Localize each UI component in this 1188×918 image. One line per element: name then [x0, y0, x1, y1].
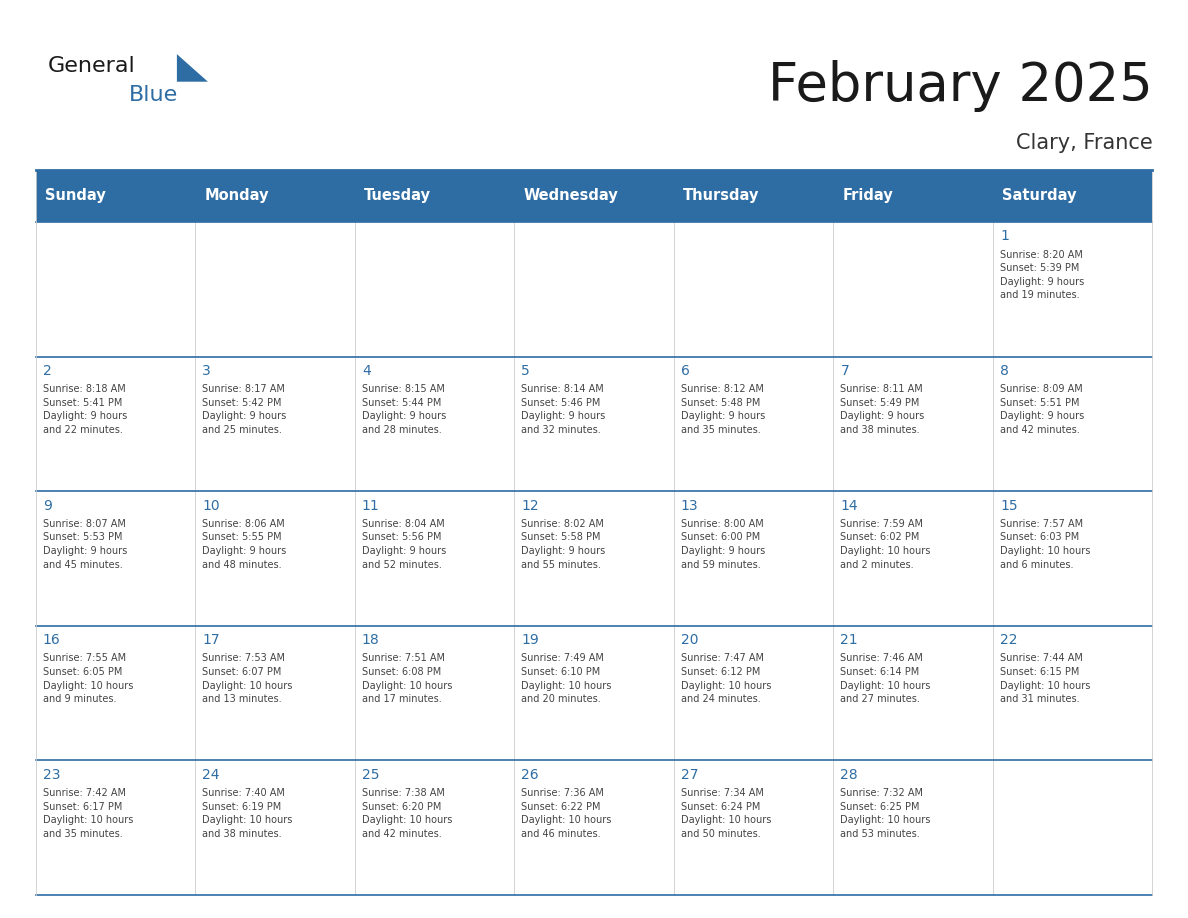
Text: Sunrise: 8:02 AM
Sunset: 5:58 PM
Daylight: 9 hours
and 55 minutes.: Sunrise: 8:02 AM Sunset: 5:58 PM Dayligh…	[522, 519, 606, 569]
Text: Sunrise: 7:36 AM
Sunset: 6:22 PM
Daylight: 10 hours
and 46 minutes.: Sunrise: 7:36 AM Sunset: 6:22 PM Dayligh…	[522, 788, 612, 839]
Text: Sunrise: 7:32 AM
Sunset: 6:25 PM
Daylight: 10 hours
and 53 minutes.: Sunrise: 7:32 AM Sunset: 6:25 PM Dayligh…	[840, 788, 931, 839]
Text: 9: 9	[43, 498, 51, 512]
Text: Sunrise: 8:04 AM
Sunset: 5:56 PM
Daylight: 9 hours
and 52 minutes.: Sunrise: 8:04 AM Sunset: 5:56 PM Dayligh…	[362, 519, 446, 569]
Text: 26: 26	[522, 767, 539, 782]
Text: Tuesday: Tuesday	[365, 188, 431, 204]
Text: Sunrise: 7:42 AM
Sunset: 6:17 PM
Daylight: 10 hours
and 35 minutes.: Sunrise: 7:42 AM Sunset: 6:17 PM Dayligh…	[43, 788, 133, 839]
Text: 10: 10	[202, 498, 220, 512]
Text: 6: 6	[681, 364, 690, 378]
Polygon shape	[177, 54, 208, 82]
Text: February 2025: February 2025	[767, 60, 1152, 112]
Text: Sunrise: 8:17 AM
Sunset: 5:42 PM
Daylight: 9 hours
and 25 minutes.: Sunrise: 8:17 AM Sunset: 5:42 PM Dayligh…	[202, 385, 286, 435]
Text: 4: 4	[362, 364, 371, 378]
Text: Wednesday: Wednesday	[524, 188, 619, 204]
Text: 1: 1	[1000, 230, 1009, 243]
Text: 21: 21	[840, 633, 858, 647]
Text: 17: 17	[202, 633, 220, 647]
Text: 25: 25	[362, 767, 379, 782]
Text: Sunrise: 8:06 AM
Sunset: 5:55 PM
Daylight: 9 hours
and 48 minutes.: Sunrise: 8:06 AM Sunset: 5:55 PM Dayligh…	[202, 519, 286, 569]
Text: Clary, France: Clary, France	[1016, 133, 1152, 153]
Text: 22: 22	[1000, 633, 1017, 647]
Text: 13: 13	[681, 498, 699, 512]
Text: Thursday: Thursday	[683, 188, 759, 204]
Text: 11: 11	[362, 498, 380, 512]
Text: Sunrise: 8:11 AM
Sunset: 5:49 PM
Daylight: 9 hours
and 38 minutes.: Sunrise: 8:11 AM Sunset: 5:49 PM Dayligh…	[840, 385, 924, 435]
Text: 3: 3	[202, 364, 211, 378]
Text: Sunrise: 7:49 AM
Sunset: 6:10 PM
Daylight: 10 hours
and 20 minutes.: Sunrise: 7:49 AM Sunset: 6:10 PM Dayligh…	[522, 654, 612, 704]
Text: 27: 27	[681, 767, 699, 782]
Text: 23: 23	[43, 767, 61, 782]
Text: Sunrise: 8:07 AM
Sunset: 5:53 PM
Daylight: 9 hours
and 45 minutes.: Sunrise: 8:07 AM Sunset: 5:53 PM Dayligh…	[43, 519, 127, 569]
Text: Blue: Blue	[128, 85, 178, 106]
Text: 5: 5	[522, 364, 530, 378]
Text: Sunrise: 7:44 AM
Sunset: 6:15 PM
Daylight: 10 hours
and 31 minutes.: Sunrise: 7:44 AM Sunset: 6:15 PM Dayligh…	[1000, 654, 1091, 704]
Text: Sunrise: 7:53 AM
Sunset: 6:07 PM
Daylight: 10 hours
and 13 minutes.: Sunrise: 7:53 AM Sunset: 6:07 PM Dayligh…	[202, 654, 292, 704]
Text: Sunrise: 7:59 AM
Sunset: 6:02 PM
Daylight: 10 hours
and 2 minutes.: Sunrise: 7:59 AM Sunset: 6:02 PM Dayligh…	[840, 519, 931, 569]
Text: 14: 14	[840, 498, 858, 512]
Text: 7: 7	[840, 364, 849, 378]
Text: Sunrise: 8:15 AM
Sunset: 5:44 PM
Daylight: 9 hours
and 28 minutes.: Sunrise: 8:15 AM Sunset: 5:44 PM Dayligh…	[362, 385, 446, 435]
Text: 2: 2	[43, 364, 51, 378]
Text: Sunrise: 7:51 AM
Sunset: 6:08 PM
Daylight: 10 hours
and 17 minutes.: Sunrise: 7:51 AM Sunset: 6:08 PM Dayligh…	[362, 654, 453, 704]
Text: Sunrise: 8:00 AM
Sunset: 6:00 PM
Daylight: 9 hours
and 59 minutes.: Sunrise: 8:00 AM Sunset: 6:00 PM Dayligh…	[681, 519, 765, 569]
Text: 12: 12	[522, 498, 539, 512]
Text: Sunrise: 7:47 AM
Sunset: 6:12 PM
Daylight: 10 hours
and 24 minutes.: Sunrise: 7:47 AM Sunset: 6:12 PM Dayligh…	[681, 654, 771, 704]
Text: 20: 20	[681, 633, 699, 647]
Text: Sunrise: 8:12 AM
Sunset: 5:48 PM
Daylight: 9 hours
and 35 minutes.: Sunrise: 8:12 AM Sunset: 5:48 PM Dayligh…	[681, 385, 765, 435]
Text: Sunrise: 7:40 AM
Sunset: 6:19 PM
Daylight: 10 hours
and 38 minutes.: Sunrise: 7:40 AM Sunset: 6:19 PM Dayligh…	[202, 788, 292, 839]
Text: Friday: Friday	[842, 188, 893, 204]
Text: Sunrise: 7:38 AM
Sunset: 6:20 PM
Daylight: 10 hours
and 42 minutes.: Sunrise: 7:38 AM Sunset: 6:20 PM Dayligh…	[362, 788, 453, 839]
Text: 18: 18	[362, 633, 380, 647]
Text: Sunrise: 7:55 AM
Sunset: 6:05 PM
Daylight: 10 hours
and 9 minutes.: Sunrise: 7:55 AM Sunset: 6:05 PM Dayligh…	[43, 654, 133, 704]
Text: 8: 8	[1000, 364, 1009, 378]
Text: Sunrise: 7:57 AM
Sunset: 6:03 PM
Daylight: 10 hours
and 6 minutes.: Sunrise: 7:57 AM Sunset: 6:03 PM Dayligh…	[1000, 519, 1091, 569]
Text: 15: 15	[1000, 498, 1018, 512]
Text: 24: 24	[202, 767, 220, 782]
Text: Monday: Monday	[204, 188, 270, 204]
Text: 16: 16	[43, 633, 61, 647]
Text: 28: 28	[840, 767, 858, 782]
Text: Sunrise: 8:20 AM
Sunset: 5:39 PM
Daylight: 9 hours
and 19 minutes.: Sunrise: 8:20 AM Sunset: 5:39 PM Dayligh…	[1000, 250, 1085, 300]
Text: 19: 19	[522, 633, 539, 647]
Text: Saturday: Saturday	[1003, 188, 1076, 204]
Text: Sunday: Sunday	[45, 188, 106, 204]
Text: Sunrise: 8:18 AM
Sunset: 5:41 PM
Daylight: 9 hours
and 22 minutes.: Sunrise: 8:18 AM Sunset: 5:41 PM Dayligh…	[43, 385, 127, 435]
Text: Sunrise: 7:34 AM
Sunset: 6:24 PM
Daylight: 10 hours
and 50 minutes.: Sunrise: 7:34 AM Sunset: 6:24 PM Dayligh…	[681, 788, 771, 839]
Text: Sunrise: 8:14 AM
Sunset: 5:46 PM
Daylight: 9 hours
and 32 minutes.: Sunrise: 8:14 AM Sunset: 5:46 PM Dayligh…	[522, 385, 606, 435]
Text: Sunrise: 7:46 AM
Sunset: 6:14 PM
Daylight: 10 hours
and 27 minutes.: Sunrise: 7:46 AM Sunset: 6:14 PM Dayligh…	[840, 654, 931, 704]
Text: General: General	[48, 56, 135, 76]
Text: Sunrise: 8:09 AM
Sunset: 5:51 PM
Daylight: 9 hours
and 42 minutes.: Sunrise: 8:09 AM Sunset: 5:51 PM Dayligh…	[1000, 385, 1085, 435]
